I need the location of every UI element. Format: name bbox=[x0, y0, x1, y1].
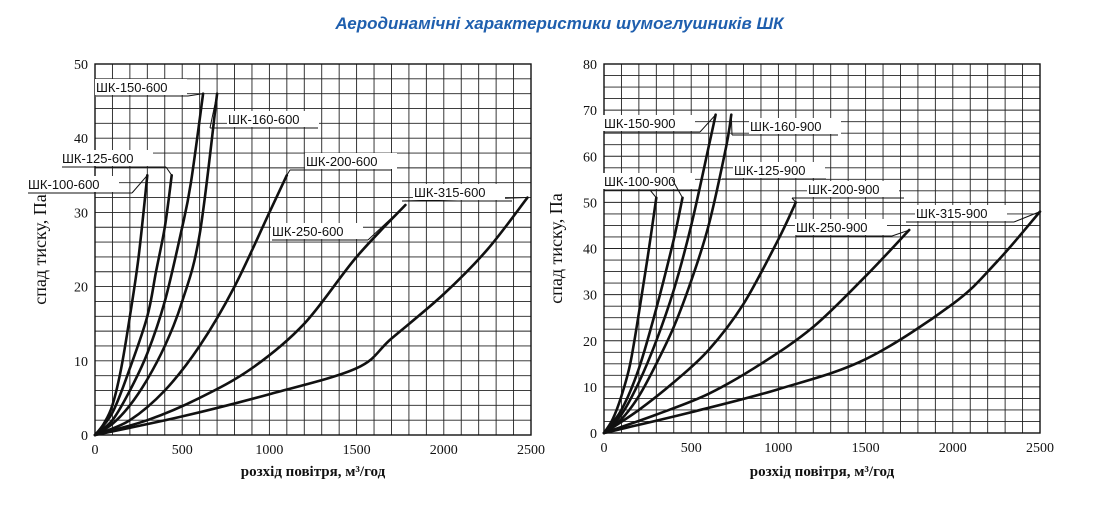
x-tick-label: 500 bbox=[172, 443, 193, 458]
series-label: ШК-100-900 bbox=[604, 174, 676, 189]
series-label: ШК-125-900 bbox=[734, 163, 806, 178]
series-line-ШК-125-900 bbox=[602, 196, 684, 435]
x-axis-label: розхід повітря, м³/год bbox=[241, 464, 386, 480]
series-line-ШК-100-600 bbox=[93, 174, 149, 437]
series-line-ШК-150-900 bbox=[602, 113, 717, 435]
series-label: ШК-100-600 bbox=[28, 177, 100, 192]
x-tick-label: 500 bbox=[681, 441, 702, 456]
series-label: ШК-250-900 bbox=[796, 220, 868, 235]
series-label: ШК-160-600 bbox=[228, 112, 300, 127]
series-label: ШК-200-600 bbox=[306, 154, 378, 169]
series-line-ШК-315-900 bbox=[602, 210, 1042, 435]
series-label: ШК-125-600 bbox=[62, 151, 134, 166]
series-line-ШК-315-600 bbox=[93, 196, 529, 437]
y-tick-label: 80 bbox=[583, 58, 597, 73]
series-label-leader bbox=[131, 174, 148, 194]
series-label-bg bbox=[305, 153, 397, 169]
y-tick-label: 70 bbox=[583, 104, 597, 119]
series-line-ШК-160-900 bbox=[602, 113, 733, 435]
series-label-leader bbox=[286, 169, 291, 176]
y-tick-label: 20 bbox=[583, 335, 597, 350]
series-label-leader bbox=[730, 114, 733, 136]
series-label-leader bbox=[187, 93, 204, 97]
y-tick-label: 40 bbox=[74, 132, 88, 147]
series-label: ШК-160-900 bbox=[750, 119, 822, 134]
x-tick-label: 0 bbox=[601, 441, 608, 456]
x-tick-label: 2500 bbox=[517, 443, 545, 458]
x-axis-label: розхід повітря, м³/год bbox=[750, 464, 895, 480]
y-tick-label: 50 bbox=[74, 58, 88, 73]
y-tick-label: 30 bbox=[74, 206, 88, 221]
y-tick-label: 0 bbox=[590, 427, 597, 442]
series-label-bg bbox=[603, 173, 695, 189]
series-line-ШК-160-600 bbox=[93, 92, 219, 437]
y-axis-label: спад тиску, Па bbox=[30, 194, 50, 304]
series-label-leader bbox=[649, 189, 657, 199]
series-line-ШК-200-600 bbox=[93, 174, 289, 437]
series-label-bg bbox=[413, 184, 505, 200]
series-label: ШК-250-600 bbox=[272, 224, 344, 239]
series-label-leader bbox=[165, 166, 173, 176]
y-tick-label: 10 bbox=[583, 381, 597, 396]
x-tick-label: 2000 bbox=[430, 443, 458, 458]
series-label: ШК-315-600 bbox=[414, 185, 486, 200]
x-tick-label: 0 bbox=[92, 443, 99, 458]
series-line-ШК-125-600 bbox=[93, 174, 173, 437]
series-line-ШК-150-600 bbox=[93, 92, 205, 437]
y-tick-label: 20 bbox=[74, 281, 88, 296]
series-label-leader bbox=[367, 204, 406, 241]
series-line-ШК-250-600 bbox=[93, 203, 407, 437]
series-label-leader bbox=[891, 229, 910, 237]
y-tick-label: 30 bbox=[583, 289, 597, 304]
series-label-bg bbox=[733, 162, 825, 178]
page-title: Аеродинамічні характеристики шумоглушник… bbox=[335, 14, 784, 33]
series-label-leader bbox=[1013, 211, 1041, 223]
x-tick-label: 1000 bbox=[764, 441, 792, 456]
plot-frame bbox=[94, 63, 532, 436]
series-label-leader bbox=[791, 197, 797, 203]
series-label: ШК-200-900 bbox=[808, 182, 880, 197]
chart-1: 0 500 1000 1500 2000 2500 0 10 20 30 40 50 спад тиск… bbox=[27, 58, 545, 480]
series-label-bg bbox=[795, 219, 887, 235]
series-label-bg bbox=[807, 181, 899, 197]
series-label-bg bbox=[603, 115, 695, 131]
series-label: ШК-150-600 bbox=[96, 80, 168, 95]
series-label: ШК-150-900 bbox=[604, 116, 676, 131]
y-axis-label: спад тиску, Па bbox=[546, 193, 566, 303]
series-label-bg bbox=[61, 150, 153, 166]
y-tick-label: 50 bbox=[583, 196, 597, 211]
y-tick-label: 0 bbox=[81, 429, 88, 444]
series-label-bg bbox=[95, 79, 187, 95]
series-label: ШК-315-900 bbox=[916, 206, 988, 221]
y-tick-label: 40 bbox=[583, 243, 597, 258]
series-label-bg bbox=[271, 223, 363, 239]
series-line-ШК-250-900 bbox=[602, 228, 911, 435]
y-tick-label: 60 bbox=[583, 150, 597, 165]
series-label-bg bbox=[915, 205, 1007, 221]
series-label-leader bbox=[699, 114, 716, 133]
series-label-leader bbox=[671, 178, 683, 199]
x-tick-label: 1000 bbox=[255, 443, 283, 458]
x-tick-label: 1500 bbox=[343, 443, 371, 458]
x-tick-label: 2500 bbox=[1026, 441, 1054, 456]
y-tick-label: 10 bbox=[74, 355, 88, 370]
series-label-bg bbox=[749, 118, 841, 134]
series-line-ШК-200-900 bbox=[602, 201, 798, 435]
series-line-ШК-100-900 bbox=[602, 196, 658, 435]
series-label-bg bbox=[227, 111, 319, 127]
chart-2: 0 500 1000 1500 2000 2500 0 10 20 30 40 50 60 70 80 спа… bbox=[546, 58, 1054, 480]
series-label-bg bbox=[27, 176, 119, 192]
series-label-leader bbox=[209, 93, 218, 129]
plot-frame bbox=[603, 63, 1041, 434]
x-tick-label: 1500 bbox=[852, 441, 880, 456]
x-tick-label: 2000 bbox=[939, 441, 967, 456]
